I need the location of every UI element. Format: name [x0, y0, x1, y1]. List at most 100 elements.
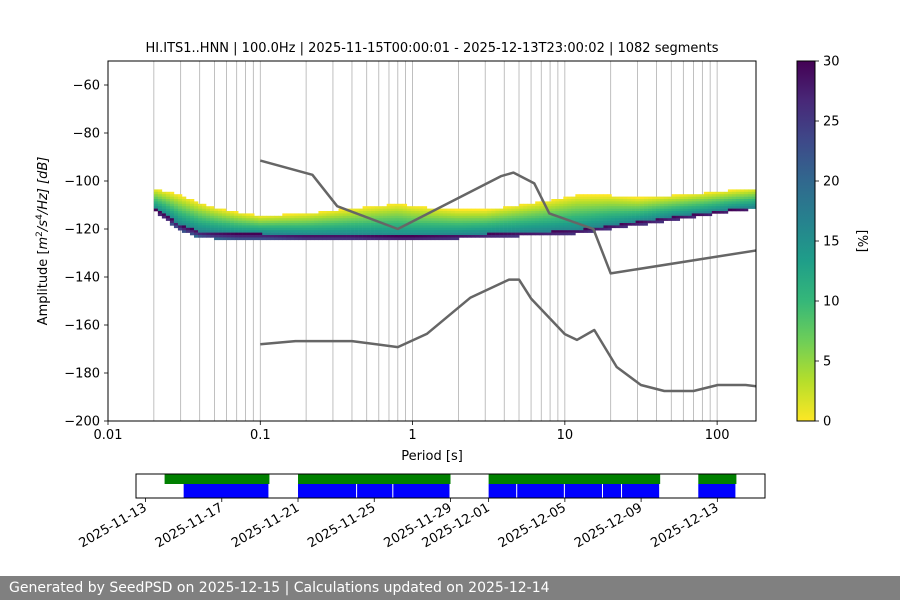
psd-cell: [507, 206, 512, 209]
psd-cell: [173, 223, 179, 226]
psd-cell: [607, 203, 612, 207]
psd-cell: [210, 206, 215, 209]
psd-cell: [655, 213, 660, 217]
psd-cell: [398, 208, 404, 212]
psd-cell: [206, 225, 211, 229]
psd-cell: [695, 211, 701, 214]
psd-cell: [242, 225, 247, 229]
psd-cell: [197, 223, 203, 226]
psd-cell: [326, 235, 331, 238]
psd-cell: [499, 208, 504, 212]
psd-cell: [555, 220, 560, 224]
psd-cell: [547, 232, 552, 236]
psd-cell: [193, 206, 199, 209]
psd-cell: [603, 199, 608, 202]
psd-cell: [286, 237, 291, 241]
psd-cell: [346, 225, 351, 229]
psd-cell: [667, 203, 672, 207]
psd-cell: [462, 211, 468, 214]
psd-cell: [210, 211, 215, 214]
psd-cell: [197, 208, 203, 212]
psd-cell: [731, 203, 737, 207]
psd-cell: [402, 218, 408, 221]
psd-cell: [169, 196, 175, 200]
footer: Generated by SeedPSD on 2025-12-15 | Cal…: [0, 576, 900, 600]
psd-cell: [507, 218, 512, 221]
psd-cell: [294, 237, 299, 241]
psd-cell: [474, 215, 480, 219]
psd-cell: [181, 211, 187, 214]
psd-cell: [193, 201, 199, 205]
psd-cell: [406, 237, 412, 241]
psd-computed-span: [393, 484, 450, 498]
psd-cell: [362, 230, 367, 233]
psd-cell: [491, 218, 496, 221]
psd-cell: [370, 208, 375, 212]
psd-cell: [531, 227, 536, 231]
psd-cell: [270, 215, 275, 219]
psd-cell: [599, 203, 604, 207]
psd-cell: [699, 194, 705, 197]
psd-cell: [627, 203, 632, 207]
psd-cell: [551, 206, 556, 209]
psd-cell: [527, 232, 532, 236]
psd-cell: [747, 203, 753, 207]
psd-cell: [747, 199, 753, 202]
psd-cell: [499, 223, 504, 226]
psd-cell: [450, 220, 456, 224]
psd-cell: [474, 211, 480, 214]
psd-cell: [338, 215, 343, 219]
psd-cell: [507, 208, 512, 212]
psd-cell: [527, 211, 532, 214]
psd-cell: [655, 218, 660, 221]
psd-cell: [547, 225, 552, 229]
psd-cell: [250, 232, 255, 236]
psd-cell: [390, 232, 396, 236]
psd-cell: [735, 189, 741, 193]
psd-cell: [302, 220, 307, 224]
psd-cell: [679, 201, 685, 205]
psd-cell: [474, 220, 480, 224]
psd-cell: [258, 215, 263, 219]
psd-cell: [623, 201, 628, 205]
psd-cell: [470, 225, 476, 229]
psd-cell: [214, 211, 219, 214]
psd-cell: [410, 227, 416, 231]
psd-cell: [234, 213, 239, 217]
psd-cell: [206, 211, 211, 214]
psd-cell: [563, 215, 568, 219]
psd-cell: [579, 225, 584, 229]
psd-cell: [559, 220, 564, 224]
psd-cell: [543, 218, 548, 221]
psd-cell: [611, 196, 616, 200]
psd-cell: [382, 230, 387, 233]
psd-cell: [390, 211, 396, 214]
psd-cell: [611, 225, 616, 229]
psd-cell: [434, 220, 440, 224]
psd-cell: [242, 237, 247, 241]
psd-cell: [571, 211, 576, 214]
psd-cell: [358, 230, 363, 233]
psd-cell: [446, 213, 452, 217]
psd-cell: [458, 208, 464, 212]
psd-cell: [330, 225, 335, 229]
psd-cell: [659, 199, 664, 202]
psd-cell: [543, 220, 548, 224]
psd-cell: [438, 237, 444, 241]
psd-cell: [338, 218, 343, 221]
psd-cell: [442, 213, 448, 217]
psd-cell: [462, 218, 468, 221]
psd-cell: [390, 227, 396, 231]
psd-cell: [161, 199, 167, 202]
psd-cell: [551, 227, 556, 231]
x-axis-label: Period [s]: [401, 449, 463, 464]
psd-cell: [631, 206, 636, 209]
psd-cell: [294, 215, 299, 219]
psd-cell: [683, 213, 689, 217]
psd-cell: [555, 208, 560, 212]
psd-cell: [487, 230, 492, 233]
psd-computed-span: [622, 484, 660, 498]
psd-cell: [366, 218, 371, 221]
psd-cell: [587, 218, 592, 221]
psd-cell: [422, 220, 428, 224]
